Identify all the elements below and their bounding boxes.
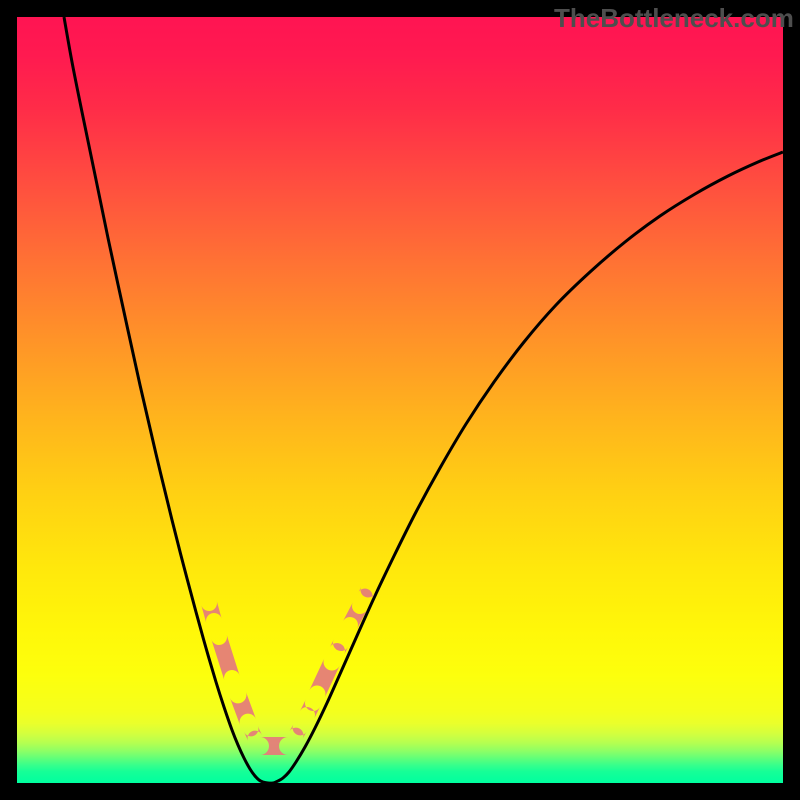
gradient-background xyxy=(17,17,783,783)
bottleneck-chart xyxy=(0,0,800,800)
watermark-text: TheBottleneck.com xyxy=(554,3,794,34)
chart-frame: TheBottleneck.com xyxy=(0,0,800,800)
